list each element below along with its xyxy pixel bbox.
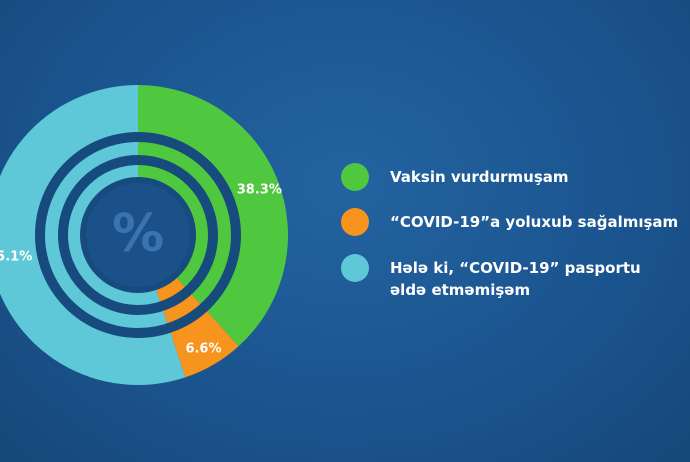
center-disc <box>80 177 196 293</box>
legend-label: Hələ ki, “COVID-19” pasportu əldə etməmi… <box>390 259 641 299</box>
legend-marker <box>341 254 369 282</box>
ring <box>58 155 218 315</box>
value-label: 6.6% <box>185 341 221 356</box>
ring <box>35 132 241 338</box>
legend-label: “COVID-19”a yoluxub sağalmışam <box>390 213 679 231</box>
value-label: 38.3% <box>237 182 282 197</box>
legend-marker <box>341 163 369 191</box>
legend-label: Vaksin vurdurmuşam <box>390 168 569 186</box>
value-label: 55.1% <box>0 250 32 265</box>
legend-marker <box>341 208 369 236</box>
center-label: % <box>112 204 164 264</box>
